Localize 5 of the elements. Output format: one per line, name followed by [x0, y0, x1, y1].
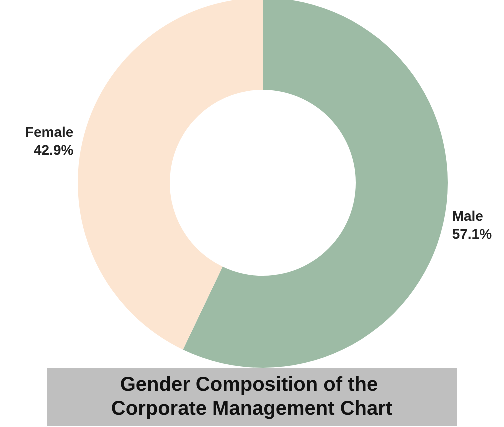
data-label: 57.1% [452, 226, 493, 242]
text: Gender Composition of the Corporate Management Chart [111, 374, 393, 420]
slice-label: Male [452, 208, 484, 224]
slice-label: Female [25, 124, 74, 140]
data-label: 42.9% [34, 142, 74, 158]
